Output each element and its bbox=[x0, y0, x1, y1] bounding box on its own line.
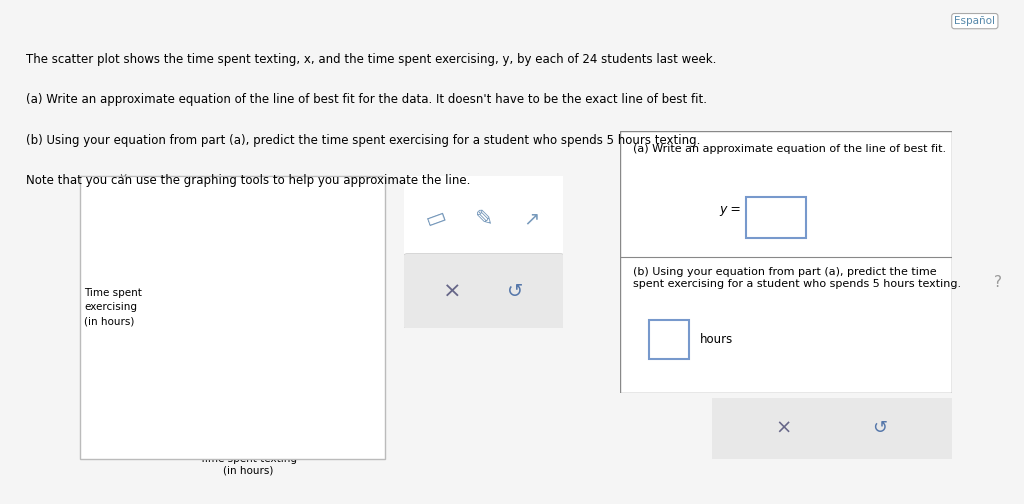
Point bbox=[267, 342, 284, 350]
Point bbox=[202, 300, 218, 308]
Point bbox=[213, 307, 229, 315]
FancyBboxPatch shape bbox=[401, 173, 566, 331]
X-axis label: Time spent texting
(in hours): Time spent texting (in hours) bbox=[200, 454, 297, 475]
FancyBboxPatch shape bbox=[620, 131, 952, 393]
Point bbox=[146, 218, 163, 226]
Point bbox=[234, 277, 251, 285]
Point bbox=[334, 368, 350, 376]
Point bbox=[246, 347, 262, 355]
Point bbox=[257, 373, 273, 381]
Text: hours: hours bbox=[699, 333, 732, 346]
Text: (b) Using your equation from part (a), predict the time
spent exercising for a s: (b) Using your equation from part (a), p… bbox=[633, 267, 961, 289]
Text: ✎: ✎ bbox=[474, 209, 494, 229]
Text: Time spent
exercising
(in hours): Time spent exercising (in hours) bbox=[84, 288, 142, 327]
Point bbox=[169, 277, 185, 285]
Point bbox=[290, 380, 306, 388]
Point bbox=[257, 312, 273, 320]
Text: (b) Using your equation from part (a), predict the time spent exercising for a s: (b) Using your equation from part (a), p… bbox=[26, 134, 700, 147]
Text: y =: y = bbox=[719, 203, 741, 216]
Point bbox=[234, 288, 251, 296]
Text: ↗: ↗ bbox=[523, 209, 540, 228]
Point bbox=[344, 401, 360, 409]
Point bbox=[190, 243, 207, 251]
Point bbox=[213, 300, 229, 308]
FancyBboxPatch shape bbox=[402, 254, 565, 329]
FancyBboxPatch shape bbox=[649, 320, 689, 359]
Text: 0: 0 bbox=[119, 446, 125, 455]
Point bbox=[334, 361, 350, 369]
Point bbox=[300, 335, 316, 343]
Point bbox=[158, 253, 174, 261]
FancyBboxPatch shape bbox=[745, 197, 806, 238]
Text: ×: × bbox=[776, 419, 792, 438]
Point bbox=[223, 277, 240, 285]
Text: ↺: ↺ bbox=[872, 419, 888, 437]
Point bbox=[180, 277, 197, 285]
Point bbox=[323, 354, 339, 362]
Text: (a) Write an approximate equation of the line of best fit.: (a) Write an approximate equation of the… bbox=[633, 144, 946, 154]
Text: Note that you can use the graphing tools to help you approximate the line.: Note that you can use the graphing tools… bbox=[26, 174, 470, 187]
Text: (a) Write an approximate equation of the line of best fit for the data. It doesn: (a) Write an approximate equation of the… bbox=[26, 93, 707, 106]
Text: The scatter plot shows the time spent texting, x, and the time spent exercising,: The scatter plot shows the time spent te… bbox=[26, 53, 716, 66]
Text: ?: ? bbox=[994, 275, 1002, 290]
Point bbox=[300, 368, 316, 376]
Point bbox=[202, 305, 218, 313]
Point bbox=[344, 418, 360, 426]
Point bbox=[300, 394, 316, 402]
Text: ×: × bbox=[442, 281, 462, 301]
Point bbox=[190, 281, 207, 289]
Text: x: x bbox=[368, 447, 375, 457]
Text: ↺: ↺ bbox=[508, 282, 523, 301]
FancyBboxPatch shape bbox=[699, 395, 965, 462]
Text: y: y bbox=[119, 172, 126, 182]
Text: ▭: ▭ bbox=[423, 206, 450, 232]
Text: Español: Español bbox=[954, 16, 995, 26]
